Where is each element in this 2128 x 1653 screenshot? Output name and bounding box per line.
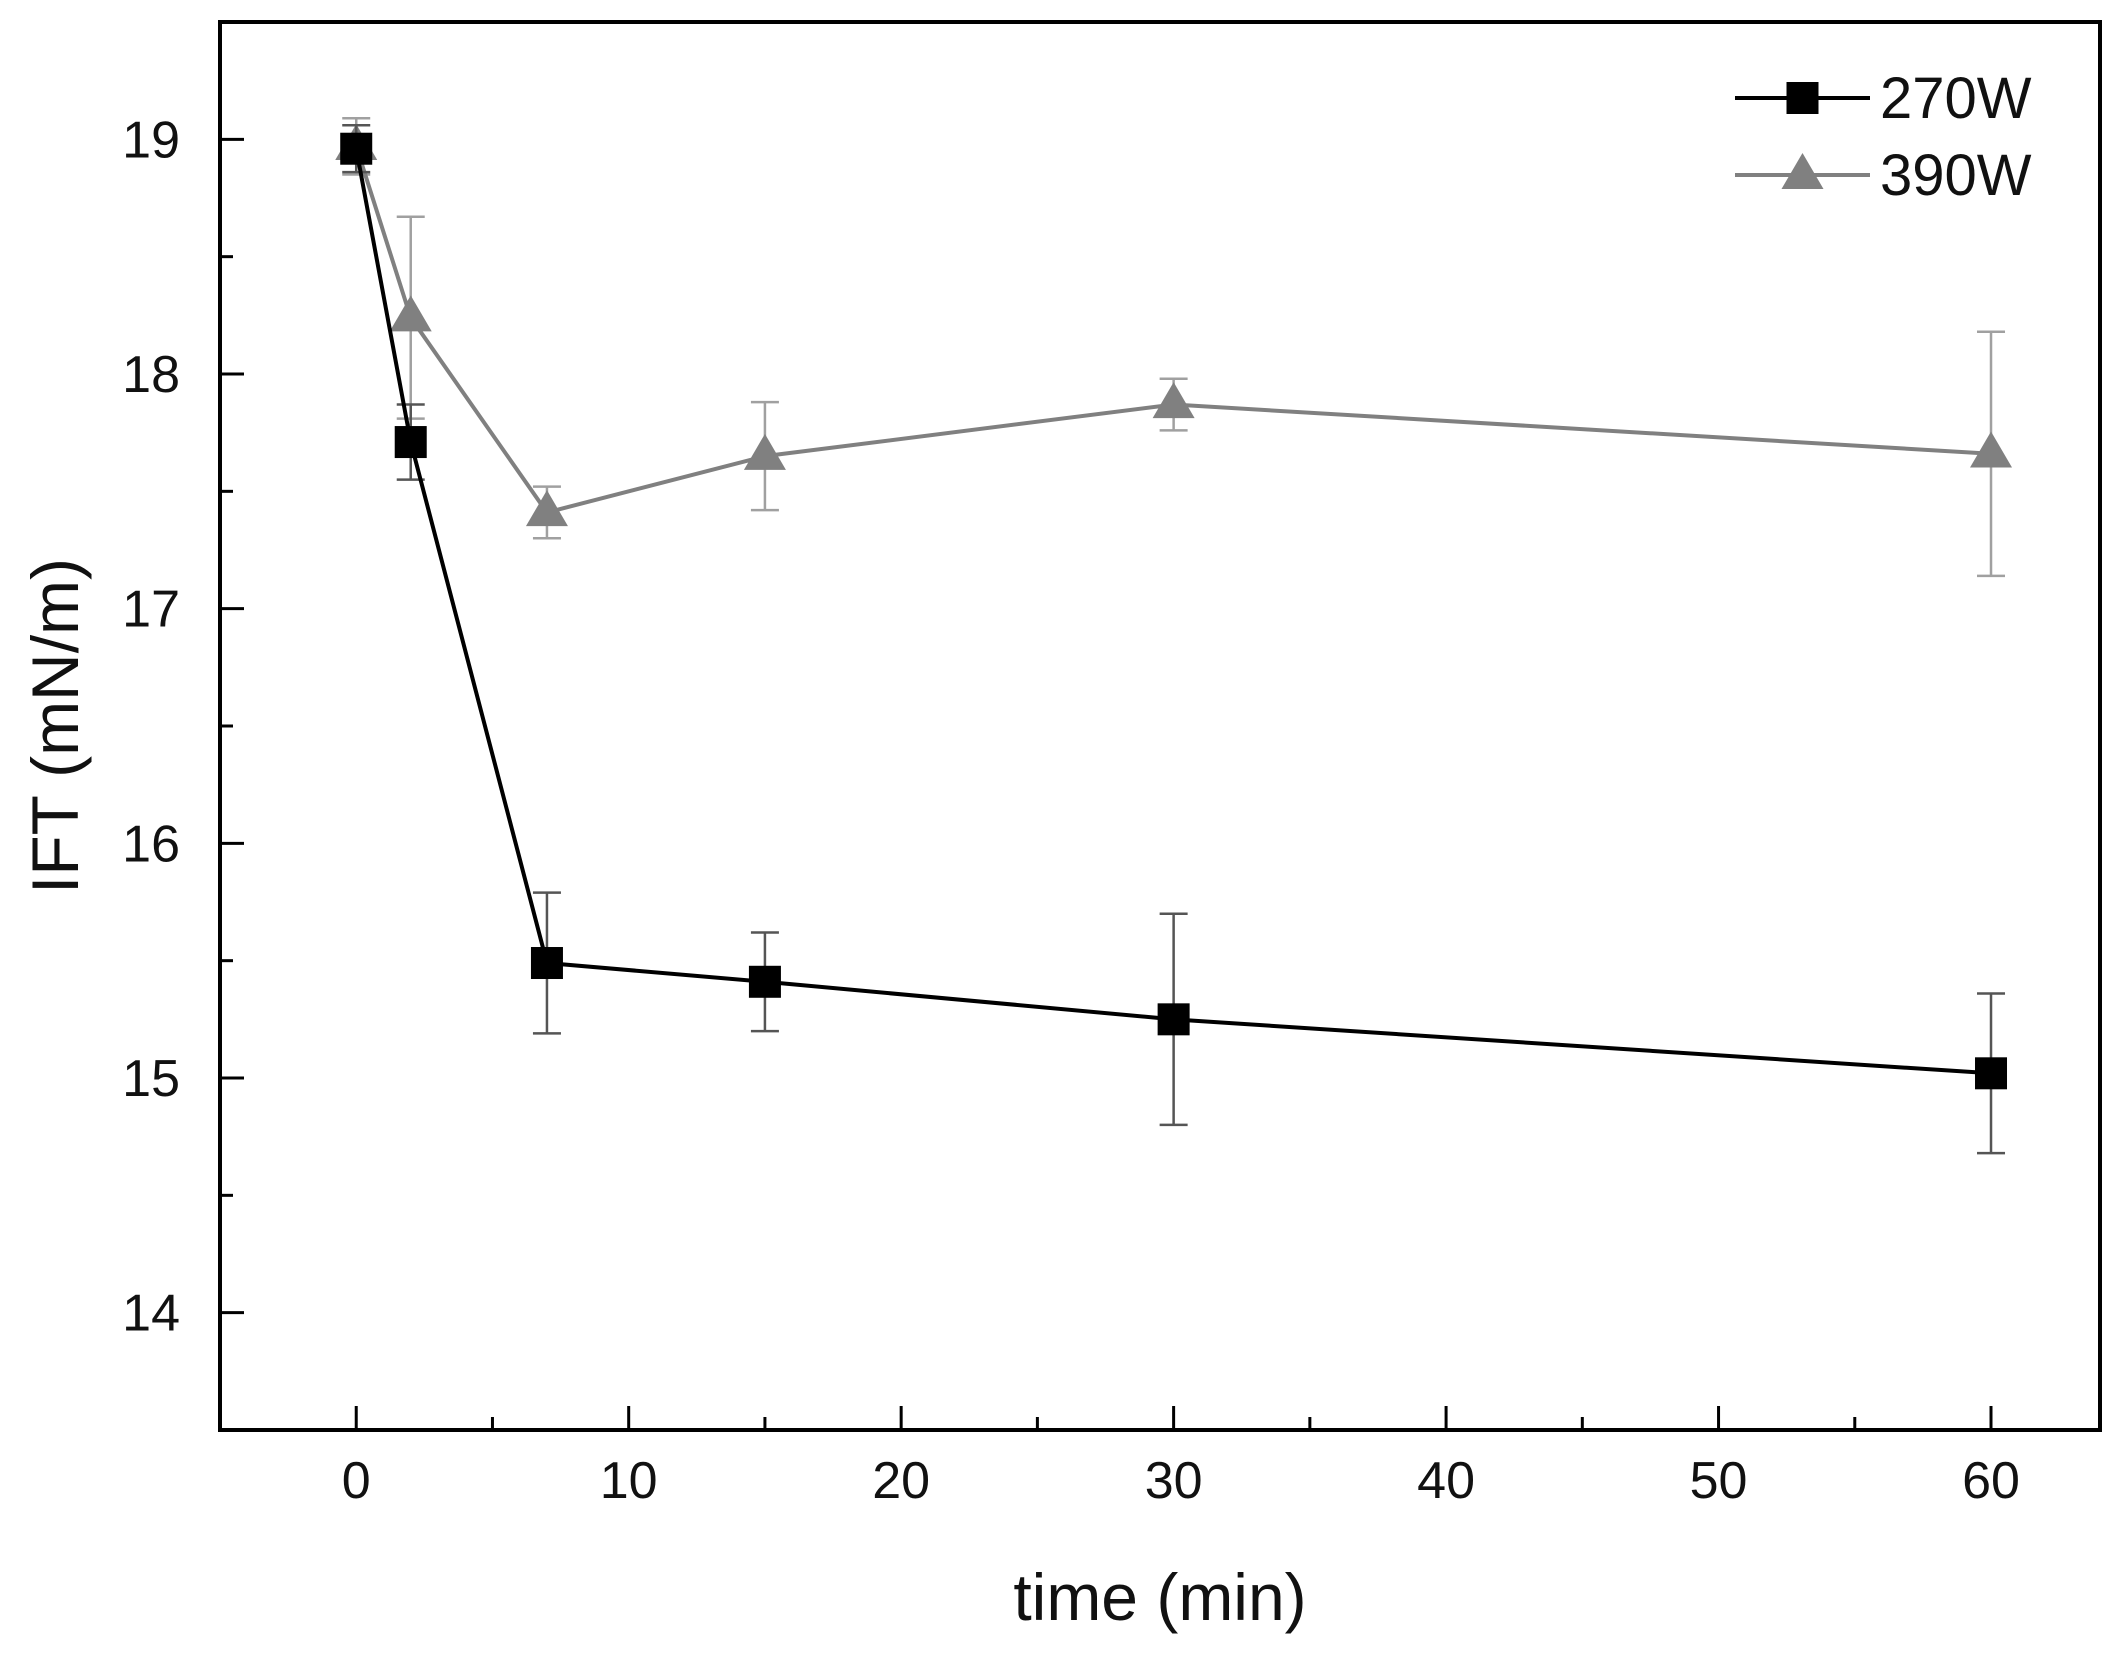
series-line-270w [354, 148, 1992, 1076]
point-390w-t7 [525, 490, 568, 527]
y-tick-label-15: 15 [122, 1050, 180, 1108]
x-axis-title: time (min) [1013, 1560, 1306, 1634]
point-270w-t60 [1975, 1057, 2008, 1090]
y-axis-title: IFT (mN/m) [18, 558, 92, 894]
point-390w-t30 [1152, 382, 1195, 419]
legend-marker-270w [1786, 82, 1819, 114]
y-tick-label-14: 14 [122, 1285, 180, 1343]
y-tick-label-19: 19 [122, 111, 180, 169]
point-270w-t15 [748, 965, 781, 998]
point-270w-t0 [340, 132, 373, 165]
legend: 270W 390W [1735, 66, 2032, 208]
x-tick-label-30: 30 [1145, 1452, 1203, 1510]
point-390w-t60 [1970, 431, 2013, 468]
x-tick-label-20: 20 [872, 1452, 930, 1510]
axis-ticks: 0 10 20 30 40 50 60 14 15 16 17 18 19 [122, 111, 2020, 1510]
legend-marker-390w [1781, 153, 1824, 189]
point-270w-t2 [394, 426, 427, 459]
x-tick-label-60: 60 [1962, 1452, 2020, 1510]
legend-label-270w: 270W [1880, 66, 2032, 131]
y-tick-label-17: 17 [122, 581, 180, 639]
legend-label-390w: 390W [1880, 143, 2032, 208]
y-tick-label-18: 18 [122, 346, 180, 404]
x-tick-label-40: 40 [1417, 1452, 1475, 1510]
point-390w-t2 [389, 295, 432, 332]
x-tick-label-0: 0 [342, 1452, 371, 1510]
point-270w-t7 [530, 947, 563, 980]
series-270w [340, 124, 2008, 1155]
point-390w-t15 [743, 433, 786, 470]
y-tick-label-16: 16 [122, 815, 180, 873]
x-tick-label-10: 10 [600, 1452, 658, 1510]
point-270w-t30 [1157, 1003, 1190, 1036]
series-line-390w [354, 145, 1992, 515]
series-layer [335, 116, 2013, 1155]
x-tick-label-50: 50 [1690, 1452, 1748, 1510]
